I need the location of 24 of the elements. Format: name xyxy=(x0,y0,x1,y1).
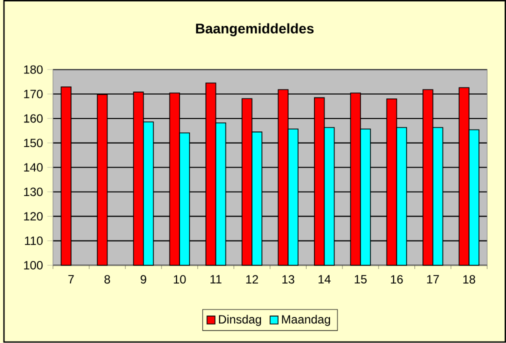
y-tick-label: 120 xyxy=(24,212,43,221)
y-tick-label: 150 xyxy=(24,138,43,148)
x-tick-label: 10 xyxy=(174,275,186,284)
x-tick-label: 15 xyxy=(354,275,367,284)
y-tick-label: 160 xyxy=(24,114,43,123)
x-tick-label: 18 xyxy=(463,275,476,284)
x-tick-label: 12 xyxy=(246,275,258,284)
y-tick-label: 130 xyxy=(24,188,43,196)
x-tick-label: 9 xyxy=(140,275,146,284)
x-tick-label: 13 xyxy=(282,275,294,284)
y-tick-label: 140 xyxy=(24,163,43,172)
y-tick-label: 170 xyxy=(24,90,43,98)
y-tick-label: 100 xyxy=(24,261,43,270)
legend-label: Dinsdag xyxy=(219,314,261,326)
legend-label: Maandag xyxy=(282,314,330,326)
y-tick-label: 110 xyxy=(25,236,43,246)
x-tick-label: 11 xyxy=(210,275,222,284)
x-tick-label: 16 xyxy=(390,275,403,284)
chart-title: Baangemiddeldes xyxy=(196,23,314,36)
x-tick-label: 8 xyxy=(104,275,110,284)
x-tick-label: 14 xyxy=(318,275,331,284)
x-tick-label: 7 xyxy=(68,275,74,284)
x-tick-label: 17 xyxy=(427,275,439,284)
y-tick-label: 180 xyxy=(24,65,43,74)
